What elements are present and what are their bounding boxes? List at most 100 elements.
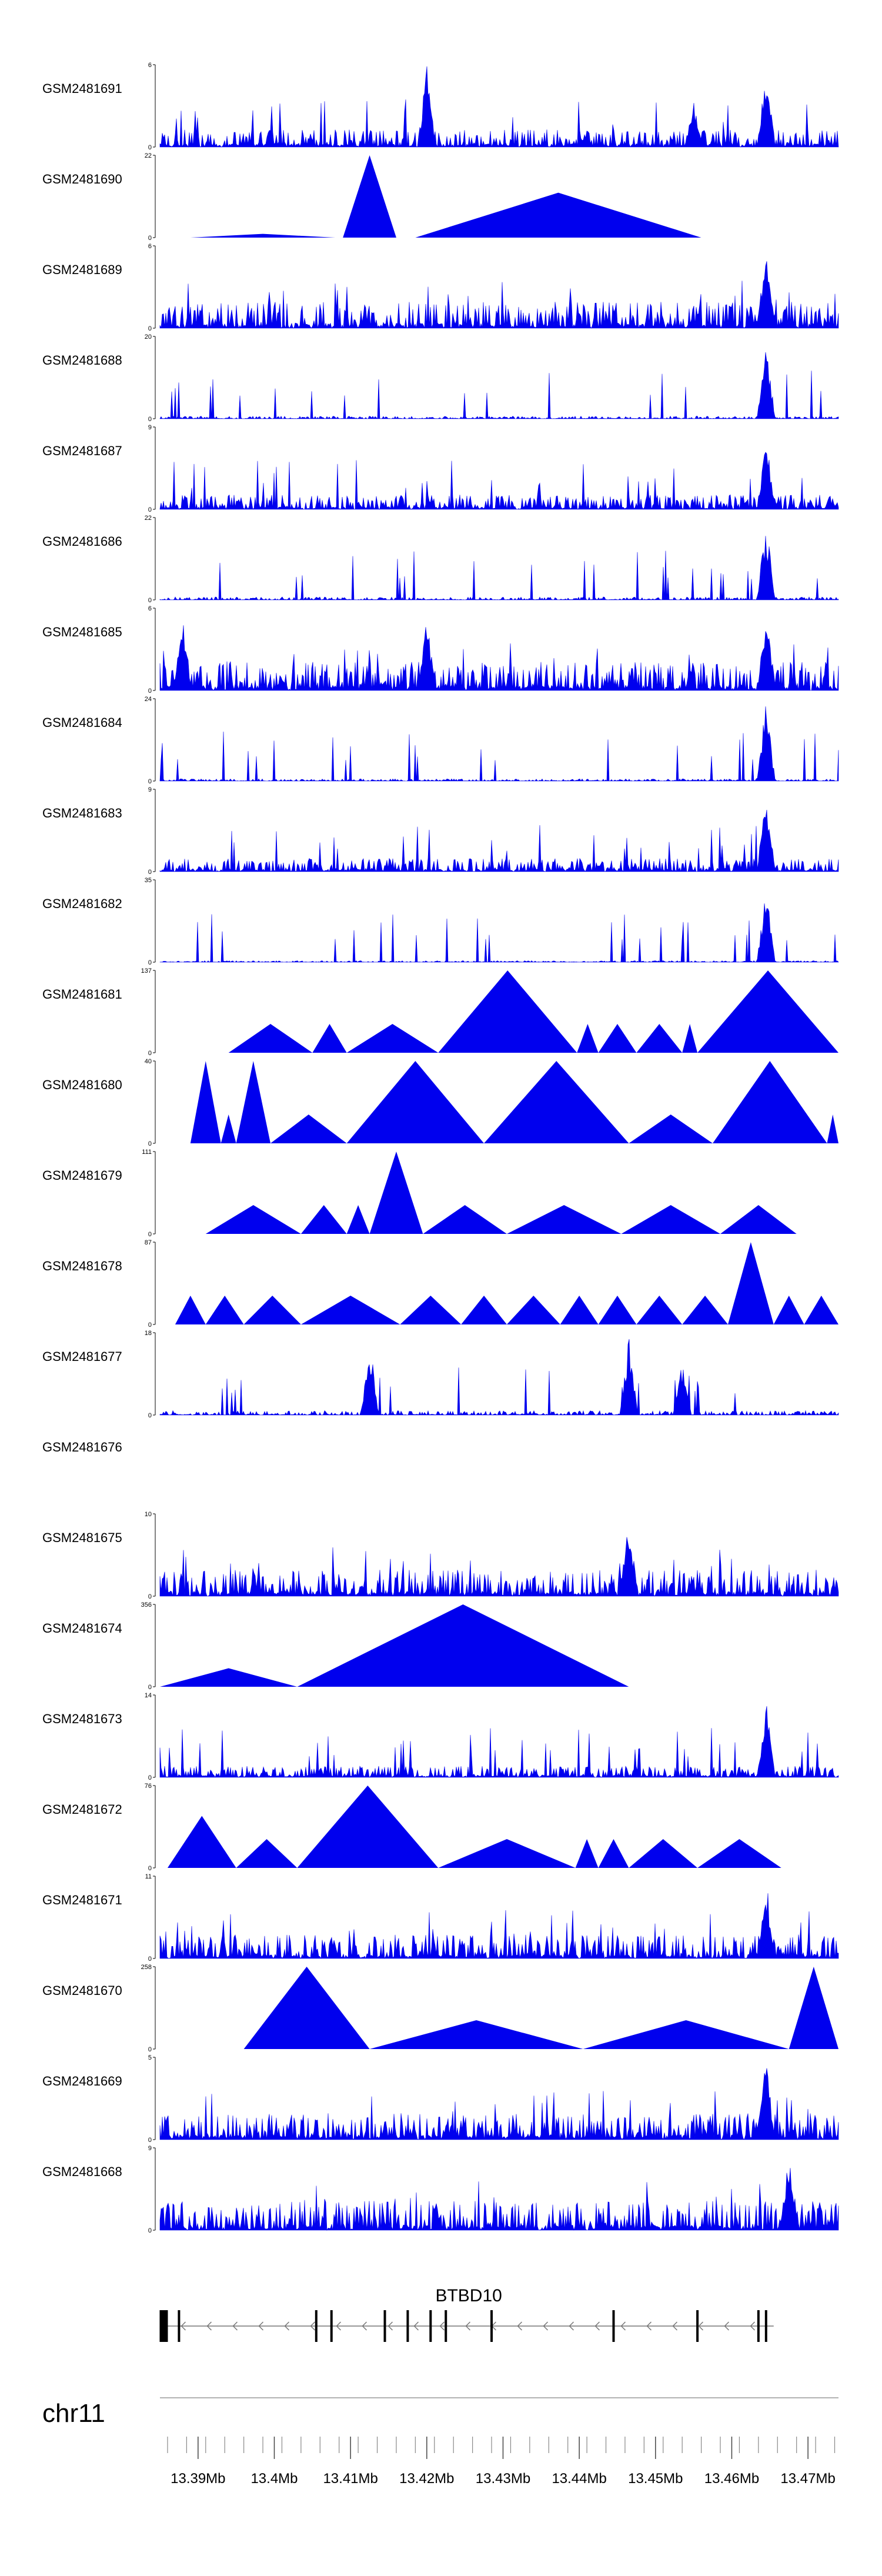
coverage-segment — [190, 1061, 221, 1143]
track-label-GSM2481677: GSM2481677 — [42, 1349, 122, 1364]
coverage-segment — [560, 1296, 599, 1324]
coverage-segment — [713, 1061, 827, 1143]
y-max-label: 18 — [145, 1330, 152, 1337]
gene-strand-arrow — [569, 2321, 574, 2331]
y-zero-label: 0 — [148, 144, 152, 151]
coverage-segment — [369, 2020, 583, 2049]
gene-strand-arrow — [232, 2321, 238, 2331]
gene-strand-arrow — [439, 2321, 445, 2331]
track-label-GSM2481676: GSM2481676 — [42, 1440, 122, 1454]
coverage-profile-GSM2481691 — [159, 66, 839, 148]
x-tick-label: 13.47Mb — [780, 2471, 835, 2487]
x-tick-label: 13.44Mb — [552, 2471, 606, 2487]
track-GSM2481687: GSM2481687 9 0 — [42, 424, 839, 513]
y-zero-label: 0 — [148, 2046, 152, 2053]
y-zero-label: 0 — [148, 1956, 152, 1963]
coverage-segment — [804, 1296, 838, 1324]
gene-strand-arrow — [310, 2321, 316, 2331]
gene-strand-arrow — [543, 2321, 549, 2331]
y-zero-label: 0 — [148, 1050, 152, 1057]
coverage-segment — [415, 192, 701, 238]
coverage-profile-GSM2481675 — [159, 1537, 839, 1597]
y-zero-label: 0 — [148, 416, 152, 423]
y-max-label: 6 — [148, 605, 152, 612]
coverage-profile-GSM2481671 — [159, 1893, 839, 1960]
coverage-segment — [598, 1024, 637, 1053]
y-zero-label: 0 — [148, 506, 152, 513]
track-GSM2481681: GSM2481681 137 0 — [42, 967, 838, 1057]
track-GSM2481677: GSM2481677 18 0 — [42, 1330, 839, 1419]
coverage-segment — [160, 1668, 298, 1687]
coverage-segment — [621, 1205, 721, 1234]
track-label-GSM2481668: GSM2481668 — [42, 2164, 122, 2179]
coverage-segment — [175, 1296, 206, 1324]
gene-strand-arrow — [698, 2321, 704, 2331]
coverage-segment — [236, 1061, 271, 1143]
y-max-label: 11 — [145, 1873, 152, 1880]
gene-strand-arrow — [724, 2321, 730, 2331]
gene-strand-arrow — [750, 2321, 756, 2331]
coverage-profile-GSM2481687 — [159, 452, 839, 510]
y-zero-label: 0 — [148, 1684, 152, 1691]
gene-exon — [178, 2310, 181, 2342]
coverage-segment — [697, 970, 838, 1053]
track-label-GSM2481671: GSM2481671 — [42, 1893, 122, 1907]
gene-strand-arrow — [646, 2321, 652, 2331]
coverage-segment — [228, 1024, 313, 1053]
track-label-GSM2481689: GSM2481689 — [42, 262, 122, 277]
gene-exon — [696, 2310, 699, 2342]
gene-exon — [406, 2310, 409, 2342]
track-GSM2481689: GSM2481689 6 0 — [42, 243, 839, 332]
coverage-segment — [270, 1115, 347, 1143]
coverage-segment — [789, 1967, 838, 2049]
coverage-profile-GSM2481688 — [159, 352, 839, 420]
track-label-GSM2481688: GSM2481688 — [42, 353, 122, 368]
gene-strand-arrow — [258, 2321, 264, 2331]
track-label-GSM2481690: GSM2481690 — [42, 172, 122, 186]
track-label-GSM2481672: GSM2481672 — [42, 1802, 122, 1817]
y-zero-label: 0 — [148, 235, 152, 242]
coverage-segment — [236, 1839, 298, 1868]
track-GSM2481680: GSM2481680 40 0 — [42, 1058, 838, 1147]
y-zero-label: 0 — [148, 1140, 152, 1147]
coverage-segment — [167, 1816, 236, 1868]
track-label-GSM2481687: GSM2481687 — [42, 443, 122, 458]
gene-exon — [330, 2310, 333, 2342]
coverage-segment — [243, 1967, 370, 2049]
track-GSM2481688: GSM2481688 20 0 — [42, 333, 839, 423]
track-GSM2481686: GSM2481686 22 0 — [42, 515, 839, 604]
coverage-segment — [577, 1024, 599, 1053]
y-max-label: 22 — [145, 515, 152, 522]
track-GSM2481683: GSM2481683 9 0 — [42, 786, 839, 876]
coverage-segment — [629, 1115, 713, 1143]
y-max-label: 111 — [142, 1149, 152, 1156]
track-label-GSM2481678: GSM2481678 — [42, 1259, 122, 1273]
coverage-segment — [312, 1024, 347, 1053]
gene-strand-arrow — [465, 2321, 471, 2331]
y-zero-label: 0 — [148, 778, 152, 785]
coverage-profile-GSM2481668 — [159, 2168, 839, 2231]
y-zero-label: 0 — [148, 325, 152, 332]
gene-strand-arrow — [413, 2321, 419, 2331]
track-GSM2481673: GSM2481673 14 0 — [42, 1692, 839, 1781]
gene-exon — [490, 2310, 493, 2342]
coverage-segment — [461, 1296, 507, 1324]
coverage-segment — [220, 1115, 236, 1143]
track-label-GSM2481683: GSM2481683 — [42, 806, 122, 820]
coverage-segment — [300, 1205, 347, 1234]
coverage-profile-GSM2481685 — [159, 625, 839, 691]
track-label-GSM2481674: GSM2481674 — [42, 1621, 122, 1636]
chromosome-label: chr11 — [42, 2399, 105, 2428]
track-GSM2481669: GSM2481669 5 0 — [42, 2054, 839, 2144]
genome-axis: chr11 13.39Mb 13.4Mb 13.41Mb 13.42Mb 13.43Mb… — [42, 2397, 838, 2487]
coverage-segment — [346, 1205, 370, 1234]
x-tick-label: 13.4Mb — [250, 2471, 298, 2487]
coverage-profile-GSM2481686 — [159, 536, 839, 600]
gene-strand-arrow — [620, 2321, 626, 2331]
y-max-label: 35 — [145, 877, 152, 884]
track-label-GSM2481679: GSM2481679 — [42, 1168, 122, 1183]
y-zero-label: 0 — [148, 688, 152, 695]
coverage-segment — [827, 1115, 838, 1143]
track-GSM2481675: GSM2481675 10 0 — [42, 1511, 839, 1600]
y-max-label: 40 — [145, 1058, 152, 1065]
